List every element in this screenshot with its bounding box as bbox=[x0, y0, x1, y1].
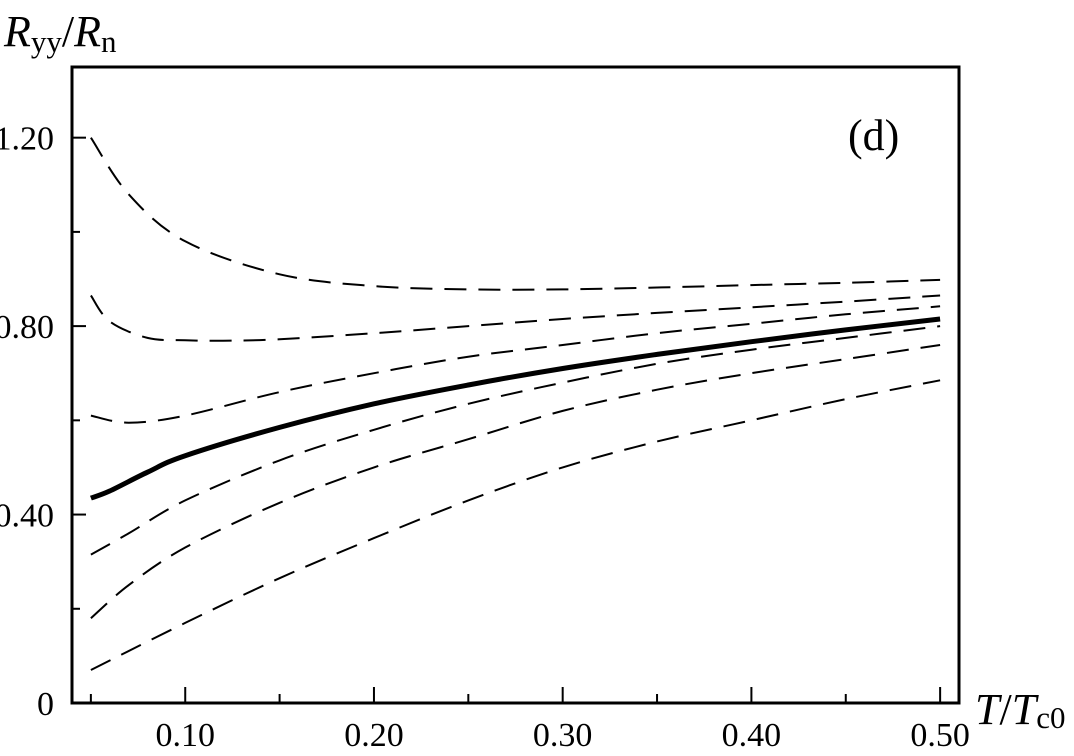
tick-marks bbox=[72, 136, 942, 704]
dashed-curve-7 bbox=[90, 379, 941, 671]
x-axis-label-sub: c0 bbox=[1036, 700, 1065, 735]
panel-label: (d) bbox=[848, 111, 899, 160]
x-tick-label: 0.20 bbox=[344, 717, 404, 754]
x-axis-label: T/Tc0 bbox=[975, 685, 1065, 735]
solid-curve bbox=[89, 316, 941, 501]
x-tick-label: 0.10 bbox=[155, 717, 215, 754]
y-tick-label: 0 bbox=[37, 686, 54, 723]
dashed-curve-5 bbox=[90, 325, 941, 556]
y-axis-label-sub-1: yy bbox=[31, 24, 63, 59]
curves bbox=[89, 137, 941, 671]
y-axis-label-main-2: R bbox=[73, 7, 101, 56]
dashed-curve-3 bbox=[90, 305, 941, 424]
y-tick-label: 1.20 bbox=[0, 121, 54, 158]
y-axis-label-slash: / bbox=[62, 7, 75, 56]
y-axis-label-main-1: R bbox=[3, 7, 31, 56]
y-tick-label: 0.80 bbox=[0, 309, 54, 346]
x-axis-label-slash: / bbox=[999, 685, 1012, 734]
dashed-curve-1 bbox=[90, 137, 941, 291]
x-tick-label: 0.30 bbox=[533, 717, 593, 754]
x-axis-label-main-2: T bbox=[1012, 685, 1040, 734]
tick-labels: 0.10 0.20 0.30 0.40 0.50 0 0.40 0.80 1.20 bbox=[0, 121, 970, 754]
y-axis-label: Ryy/Rn bbox=[3, 7, 117, 59]
x-tick-label: 0.50 bbox=[910, 717, 970, 754]
x-axis-label-main-1: T bbox=[975, 685, 1003, 734]
y-axis-label-sub-2: n bbox=[101, 24, 117, 59]
dashed-curve-2 bbox=[90, 294, 941, 342]
dashed-curve-6 bbox=[90, 344, 941, 619]
x-tick-label: 0.40 bbox=[722, 717, 782, 754]
plot-frame bbox=[70, 65, 961, 705]
y-tick-label: 0.40 bbox=[0, 498, 54, 535]
